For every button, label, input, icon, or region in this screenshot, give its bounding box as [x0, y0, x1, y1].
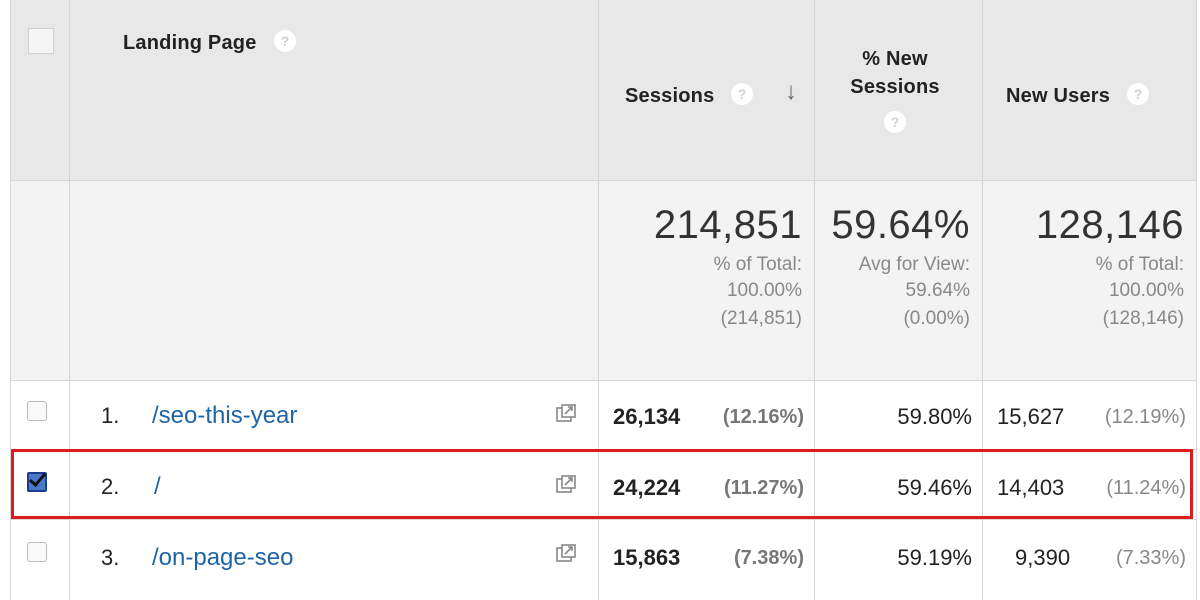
- new-sessions-header-line2: Sessions: [850, 76, 940, 98]
- landing-page-link[interactable]: /seo-this-year: [152, 402, 298, 429]
- row-new-users-pct: (12.19%): [1104, 406, 1186, 428]
- totals-new-users: 128,146 % of Total: 100.00% (128,146): [983, 181, 1197, 381]
- header-checkbox-cell: [11, 0, 70, 181]
- landing-page-link[interactable]: /on-page-seo: [152, 544, 294, 571]
- totals-checkbox-cell: [11, 181, 70, 381]
- row-new-users-pct: (7.33%): [1115, 547, 1186, 569]
- table-row-new-users: 14,403 (11.24%): [983, 450, 1197, 520]
- total-new-sessions-line1: Avg for View:: [858, 254, 970, 275]
- totals-label-cell: [70, 181, 599, 381]
- table-row-new-sessions: 59.80%: [815, 381, 983, 450]
- row-new-users-value: 15,627: [997, 404, 1065, 429]
- table-row-new-users: 9,390 (7.33%): [983, 520, 1197, 600]
- total-new-users-value: 128,146: [1035, 203, 1184, 247]
- table-row-new-sessions: 59.19%: [815, 520, 983, 600]
- help-circle-icon[interactable]: ?: [884, 111, 906, 133]
- row-index: 3.: [101, 545, 120, 570]
- total-new-users-line2: 100.00%: [1108, 280, 1184, 301]
- help-circle-icon[interactable]: ?: [731, 83, 753, 105]
- table-row-page-cell: 2. /: [70, 450, 599, 520]
- row-sessions-value: 26,134: [613, 404, 681, 429]
- row-index: 1.: [101, 403, 120, 428]
- total-sessions-value: 214,851: [653, 203, 802, 247]
- table-row-new-sessions: 59.46%: [815, 450, 983, 520]
- total-sessions-line2: 100.00%: [726, 280, 802, 301]
- totals-new-sessions: 59.64% Avg for View: 59.64% (0.00%): [815, 181, 983, 381]
- external-link-icon[interactable]: [556, 475, 576, 493]
- header-sessions[interactable]: Sessions ? ↓: [599, 0, 815, 181]
- landing-page-header-label: Landing Page: [123, 32, 257, 54]
- sort-descending-icon[interactable]: ↓: [785, 78, 797, 105]
- row-checkbox-checked[interactable]: [27, 472, 47, 492]
- table-row-sessions: 24,224 (11.27%): [599, 450, 815, 520]
- row-sessions-pct: (12.16%): [722, 406, 804, 428]
- new-sessions-header-line1: % New: [862, 48, 928, 70]
- row-new-sessions-value: 59.80%: [897, 404, 972, 429]
- row-new-sessions-value: 59.46%: [897, 475, 972, 500]
- landing-page-table: Landing Page ? Sessions ? ↓ % New Sessio…: [10, 0, 1197, 600]
- table-row-sessions: 15,863 (7.38%): [599, 520, 815, 600]
- row-checkbox[interactable]: [27, 542, 47, 562]
- external-link-icon[interactable]: [556, 404, 576, 422]
- row-new-users-value: 14,403: [997, 475, 1065, 500]
- totals-sessions: 214,851 % of Total: 100.00% (214,851): [599, 181, 815, 381]
- table-row-page-cell: 1. /seo-this-year: [70, 381, 599, 450]
- row-sessions-value: 24,224: [613, 475, 681, 500]
- total-new-sessions-line3: (0.00%): [903, 308, 970, 329]
- sessions-header-label: Sessions: [625, 85, 715, 107]
- select-all-checkbox[interactable]: [28, 28, 54, 54]
- total-new-users-line1: % of Total:: [1095, 254, 1184, 275]
- table-row: [11, 520, 70, 600]
- row-sessions-pct: (7.38%): [733, 547, 804, 569]
- row-new-users-pct: (11.24%): [1106, 477, 1186, 499]
- help-circle-icon[interactable]: ?: [274, 30, 296, 52]
- row-sessions-pct: (11.27%): [723, 477, 804, 499]
- header-new-users[interactable]: New Users ?: [983, 0, 1197, 181]
- total-new-sessions-line2: 59.64%: [905, 280, 970, 301]
- table-row-new-users: 15,627 (12.19%): [983, 381, 1197, 450]
- row-new-sessions-value: 59.19%: [897, 545, 972, 570]
- total-new-sessions-value: 59.64%: [831, 203, 970, 247]
- help-circle-icon[interactable]: ?: [1127, 83, 1149, 105]
- row-sessions-value: 15,863: [613, 545, 681, 570]
- new-users-header-label: New Users: [1006, 85, 1111, 107]
- landing-page-link[interactable]: /: [154, 473, 161, 500]
- row-checkbox[interactable]: [27, 401, 47, 421]
- row-new-users-value: 9,390: [1015, 545, 1071, 570]
- table-row-sessions: 26,134 (12.16%): [599, 381, 815, 450]
- total-new-users-line3: (128,146): [1102, 308, 1184, 329]
- table-row: [11, 450, 70, 520]
- total-sessions-line3: (214,851): [720, 308, 802, 329]
- external-link-icon[interactable]: [556, 544, 576, 562]
- header-new-sessions[interactable]: % New Sessions ?: [815, 0, 983, 181]
- total-sessions-line1: % of Total:: [713, 254, 802, 275]
- table-row: [11, 381, 70, 450]
- header-landing-page[interactable]: Landing Page ?: [70, 0, 599, 181]
- table-row-page-cell: 3. /on-page-seo: [70, 520, 599, 600]
- row-index: 2.: [101, 474, 120, 499]
